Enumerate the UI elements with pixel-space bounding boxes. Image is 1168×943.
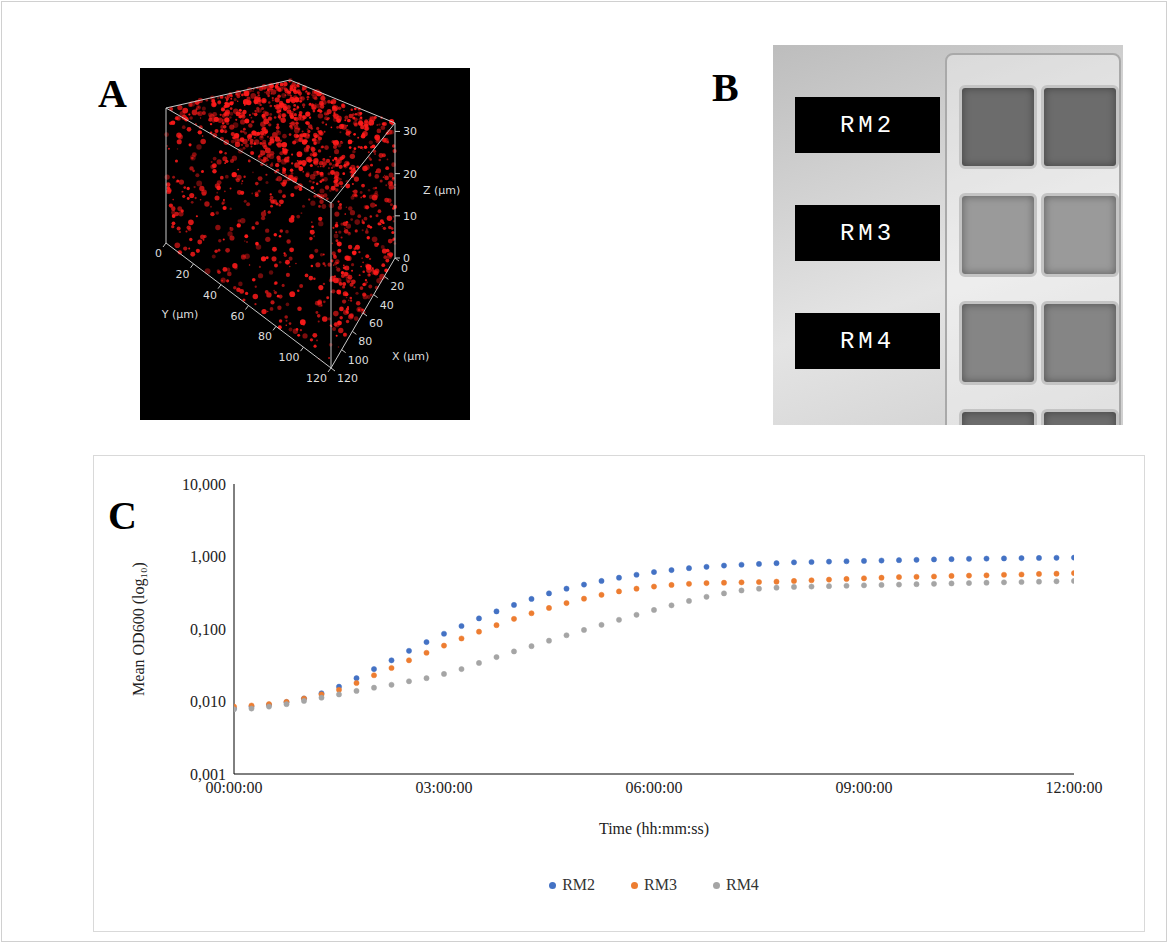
html-text:RM3: RM3 xyxy=(839,219,896,247)
svg-text:60: 60 xyxy=(369,317,383,330)
svg-text:100: 100 xyxy=(348,354,369,367)
html-text:RM3: RM3 xyxy=(644,876,677,893)
svg-text:0: 0 xyxy=(403,252,410,265)
svg-text:10,000: 10,000 xyxy=(182,476,226,493)
svg-text:X (μm): X (μm) xyxy=(392,350,429,363)
svg-text:0: 0 xyxy=(155,247,162,260)
svg-text:100: 100 xyxy=(279,351,300,364)
svg-text:Mean OD600 (log₁₀): Mean OD600 (log₁₀) xyxy=(130,562,148,696)
svg-text:80: 80 xyxy=(258,330,272,343)
html-text:RM4: RM4 xyxy=(839,327,896,355)
svg-text:Y (μm): Y (μm) xyxy=(161,308,199,321)
svg-text:0,001: 0,001 xyxy=(190,766,226,783)
svg-text:0,100: 0,100 xyxy=(190,621,226,638)
svg-text:120: 120 xyxy=(306,372,327,385)
svg-text:03:00:00: 03:00:00 xyxy=(416,779,473,796)
html-text:RM4: RM4 xyxy=(726,876,759,893)
svg-text:20: 20 xyxy=(176,268,190,281)
html-text:C: C xyxy=(108,493,137,538)
svg-text:1,000: 1,000 xyxy=(190,548,226,565)
svg-text:40: 40 xyxy=(380,299,394,312)
svg-text:80: 80 xyxy=(358,335,372,348)
html-text:B: B xyxy=(712,65,739,110)
svg-text:40: 40 xyxy=(203,289,217,302)
svg-text:0: 0 xyxy=(401,262,408,275)
html-text:RM2: RM2 xyxy=(562,876,595,893)
svg-text:20: 20 xyxy=(403,168,417,181)
svg-text:06:00:00: 06:00:00 xyxy=(626,779,683,796)
svg-text:60: 60 xyxy=(231,310,245,323)
svg-text:12:00:00: 12:00:00 xyxy=(1046,779,1103,796)
svg-text:09:00:00: 09:00:00 xyxy=(836,779,893,796)
svg-text:120: 120 xyxy=(337,372,358,385)
svg-text:00:00:00: 00:00:00 xyxy=(205,779,263,797)
svg-text:0,010: 0,010 xyxy=(190,693,226,710)
html-text:RM2: RM2 xyxy=(839,111,896,139)
svg-text:Time (hh:mm:ss): Time (hh:mm:ss) xyxy=(599,820,709,838)
html-text:A: A xyxy=(98,71,127,116)
svg-text:10: 10 xyxy=(403,210,417,223)
svg-text:20: 20 xyxy=(390,280,404,293)
svg-text:Z (μm): Z (μm) xyxy=(423,184,460,197)
svg-text:30: 30 xyxy=(403,125,417,138)
